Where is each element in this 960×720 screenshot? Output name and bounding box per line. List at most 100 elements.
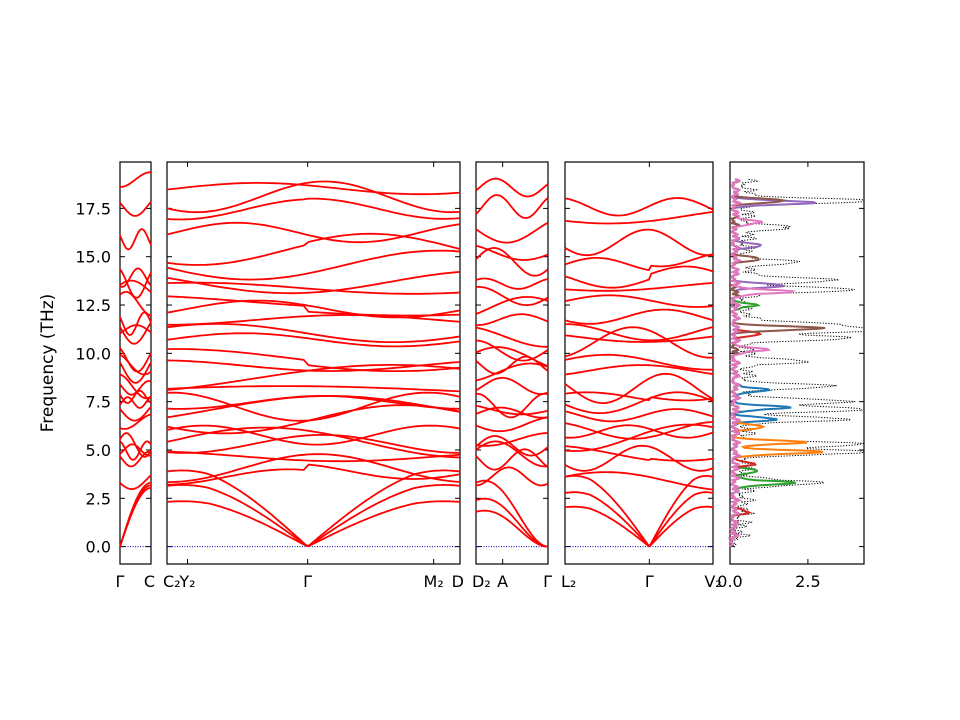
phonon-band [119,440,152,461]
phonon-band [475,466,549,487]
phonon-band [564,408,714,423]
phonon-band [120,171,152,188]
phonon-band [166,450,461,463]
phonon-band [166,391,461,422]
phonon-band [475,286,549,306]
x-tick-label: Γ [116,572,125,591]
acoustic-band [475,497,548,548]
phonon-band [166,180,461,214]
acoustic-band [166,500,461,548]
phonon-band [166,424,461,446]
phonon-band [166,299,461,319]
phonon-band [475,177,549,198]
phonon-band [119,201,152,217]
phonon-band [475,313,549,327]
phonon-band [475,362,549,382]
y-tick-label: 5.0 [86,441,111,460]
phonon-band [476,339,549,362]
phonon-band [475,346,549,367]
phonon-band [119,322,152,345]
panel-5: 0.0 2.5 [717,161,865,591]
phonon-band [564,210,714,225]
phonon-band [166,434,461,454]
phonon-band [119,474,152,490]
y-tick-label: 17.5 [75,199,111,218]
phonon-band [166,221,461,244]
y-axis-label: Frequency (THz) [38,294,58,433]
phonon-band [475,416,549,433]
x-tick-label: L₂ [561,572,576,591]
panel-frame [475,161,549,565]
phonon-band [119,353,152,376]
acoustic-band [475,479,549,548]
panel-frame [729,161,865,565]
phonon-band [564,197,714,217]
partial-dos-line [727,178,797,548]
x-tick-label: Γ [303,572,312,591]
x-tick-label: Γ [645,572,654,591]
phonon-band [564,421,714,440]
x-tick-label: D₂ [472,572,491,591]
y-tick-label: 15.0 [75,248,111,267]
phonon-band [475,404,549,416]
phonon-band [119,396,152,409]
phonon-band [119,413,152,430]
x-tick-label: M₂ [424,572,444,591]
panel-frame [564,161,714,565]
panel-3: D₂ A Γ [472,161,552,591]
y-tick-label: 10.0 [75,344,111,363]
phonon-band [166,332,461,348]
phonon-band [166,271,461,295]
phonon-band [564,265,714,289]
phonon-band [166,463,461,486]
phonon-band [166,453,461,483]
phonon-band [564,372,714,404]
y-tick-label: 2.5 [86,489,111,508]
phonon-band [564,391,714,414]
phonon-band [475,296,549,315]
phonon-band [476,392,549,419]
x-tick-label: D [452,572,464,591]
panel-frame [166,161,461,565]
phonon-band [119,291,152,317]
phonon-band [475,244,549,261]
phonon-band [564,308,714,325]
x-tick-label: Y₂ [178,572,195,591]
x-tick-label: 0.0 [717,572,742,591]
phonon-band [119,389,152,404]
phonon-band [119,406,152,422]
phonon-band [166,249,461,281]
phonon-band [166,281,461,295]
phonon-band [119,432,152,458]
phonon-band [564,326,714,359]
x-tick-label: V₂ [704,572,721,591]
phonon-band [475,194,549,219]
phonon-band [564,423,714,452]
x-tick-label: C₂ [163,572,181,591]
phonon-band [119,450,152,468]
phonon-band [475,435,549,457]
x-tick-label: 2.5 [795,572,820,591]
y-tick-label: 7.5 [86,393,111,412]
phonon-band [564,282,714,292]
phonon-band [564,391,714,402]
acoustic-band [475,509,548,548]
x-tick-label: A [497,572,508,591]
phonon-band [166,182,461,196]
phonon-band [119,279,152,293]
phonon-band [475,432,549,447]
phonon-band [166,395,461,410]
x-tick-label: C [144,572,155,591]
phonon-band [119,380,152,396]
phonon-band [475,406,549,419]
y-tick-label: 12.5 [75,296,111,315]
x-tick-label: Γ [543,572,552,591]
y-tick-label: 0.0 [86,538,111,557]
phonon-band [564,253,714,271]
phonon-band [166,232,461,266]
phonon-band [565,323,714,342]
